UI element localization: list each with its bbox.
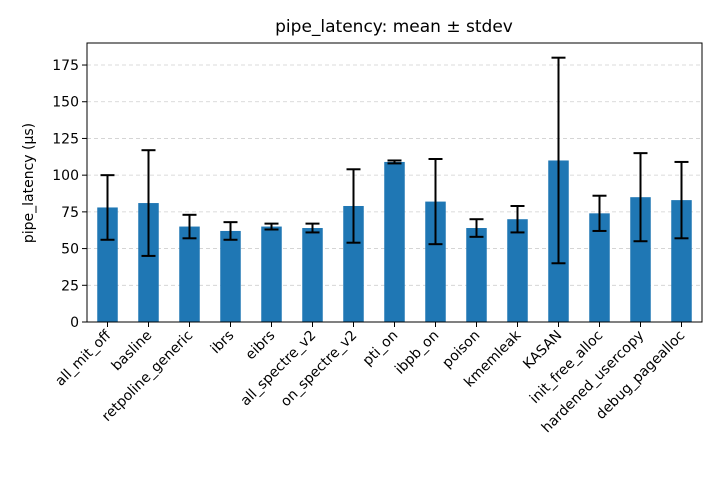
bars — [97, 160, 692, 322]
y-tick-label: 175 — [52, 58, 79, 74]
chart-title: pipe_latency: mean ± stdev — [275, 17, 513, 37]
bar — [302, 228, 323, 322]
x-tick-label: all_mit_off — [52, 327, 114, 389]
x-tick-label: ibpb_on — [392, 328, 442, 378]
x-tick-label: ibrs — [208, 328, 238, 358]
bar — [425, 201, 446, 322]
bar — [138, 203, 159, 322]
bar — [466, 228, 487, 322]
y-tick-label: 75 — [61, 205, 79, 221]
bar — [507, 219, 528, 322]
y-tick-label: 125 — [52, 131, 79, 147]
bar — [630, 197, 651, 322]
y-axis-label: pipe_latency (µs) — [21, 123, 37, 243]
bar — [179, 226, 200, 322]
y-tick-label: 100 — [52, 168, 79, 184]
bar — [384, 161, 405, 322]
error-bars — [100, 56, 689, 265]
bar — [671, 200, 692, 322]
bar — [343, 205, 364, 322]
y-tick-label: 0 — [70, 315, 79, 331]
y-tick-label: 150 — [52, 95, 79, 111]
x-tick-label: eibrs — [243, 328, 279, 364]
y-tick-label: 50 — [61, 242, 79, 258]
bar — [220, 230, 241, 322]
bar — [589, 213, 610, 322]
x-tick-label: init_free_alloc — [527, 328, 606, 407]
bar — [261, 226, 282, 322]
y-ticks: 0 25 50 75 100 125 150 175 — [52, 58, 87, 331]
x-tick-label: on_spectre_v2 — [278, 328, 361, 411]
bar — [97, 207, 118, 322]
y-tick-label: 25 — [61, 278, 79, 294]
